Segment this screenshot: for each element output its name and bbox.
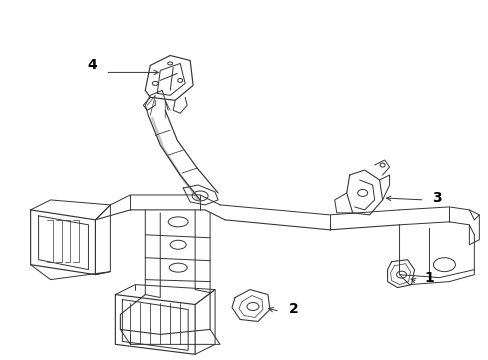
Text: 3: 3 (431, 191, 440, 205)
Text: 2: 2 (288, 302, 298, 316)
Text: 4: 4 (87, 58, 97, 72)
Text: 1: 1 (424, 271, 433, 285)
